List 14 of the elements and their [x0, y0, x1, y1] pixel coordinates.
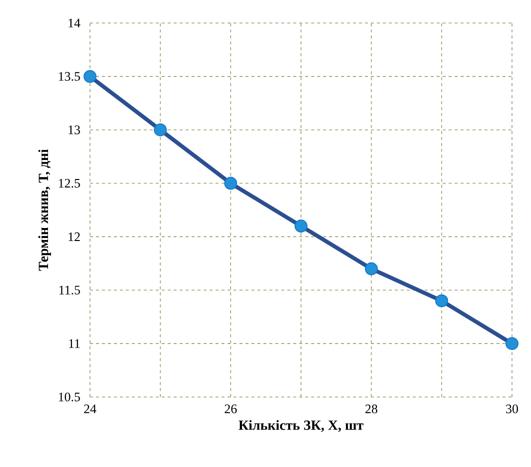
- x-tick-label: 26: [224, 404, 237, 414]
- y-axis-title: Термін жнив, Т, дні: [38, 149, 51, 271]
- y-tick-label: 12: [68, 232, 80, 241]
- y-tick-label: 14: [68, 18, 80, 28]
- x-axis-title: Кількість ЗК, Х, шт: [238, 420, 364, 432]
- y-tick-label: 11: [69, 339, 80, 348]
- y-tick-label: 10.5: [58, 392, 80, 402]
- y-tick-label: 11.5: [59, 286, 80, 295]
- x-tick-label: 24: [84, 404, 96, 414]
- y-tick-label: 12.5: [58, 178, 80, 188]
- y-tick-label: 13.5: [58, 72, 80, 81]
- y-tick-label: 13: [68, 126, 80, 134]
- x-tick-label: 28: [365, 404, 378, 414]
- x-tick-label: 30: [506, 404, 518, 414]
